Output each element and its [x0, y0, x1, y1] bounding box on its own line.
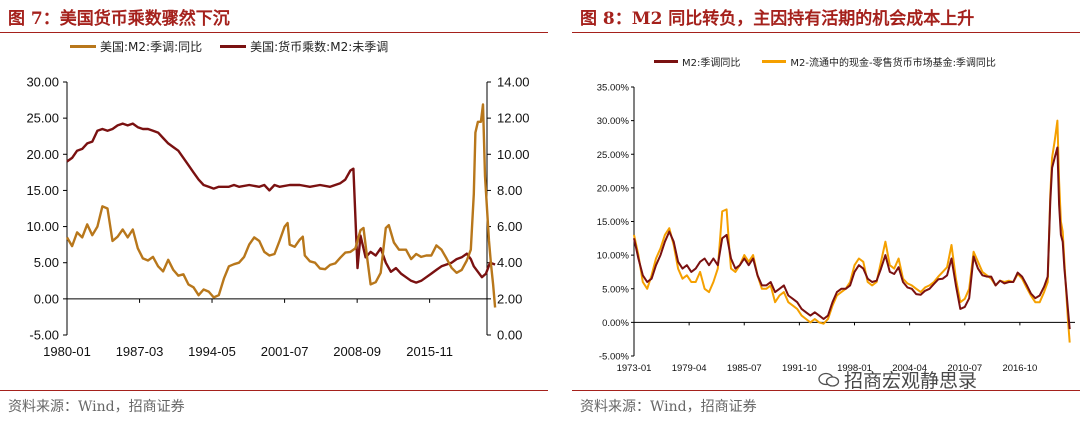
figure-8-chart: -5.00% 0.00% 5.00% 10.00% 15.00% 20.00% 25.00%…: [597, 83, 1075, 374]
legend-label-m2-sa-yoy: M2:季调同比: [682, 58, 741, 69]
x-tick-label: 2015-11: [406, 344, 453, 359]
figure-8-source-rule: [572, 390, 1080, 391]
legend-label-m2-ex-cash-mmf: M2-流通中的现金-零售货币市场基金:季调同比: [790, 58, 996, 69]
x-tick-label: 2010-07: [947, 363, 982, 374]
y-right-tick-label: 2.00: [497, 291, 522, 306]
y-right-tick-label: 0.00: [497, 328, 522, 343]
x-tick-label: 1985-07: [727, 363, 762, 374]
legend-swatch-money-multiplier: [220, 45, 247, 48]
figure-8-panel: 图 8：M2 同比转负，主因持有活期的机会成本上升 M2:季调同比 M2-流通中…: [572, 0, 1080, 433]
y-left-tick-label: 5.00: [34, 255, 59, 270]
legend-item-money-multiplier: 美国:货币乘数:M2:未季调: [220, 38, 388, 55]
wechat-icon: [818, 372, 840, 388]
y-left-tick-label: 10.00: [26, 219, 59, 234]
y-right-tick-label: 6.00: [497, 219, 522, 234]
figure-7-source-rule: [0, 390, 548, 391]
y-tick-label: 10.00%: [597, 251, 630, 262]
y-left-tick-label: 30.00: [26, 75, 59, 90]
figure-8-legend: M2:季调同比 M2-流通中的现金-零售货币市场基金:季调同比: [654, 54, 996, 69]
y-tick-label: 25.00%: [597, 150, 630, 161]
y-tick-label: 5.00%: [602, 284, 629, 295]
legend-label-money-multiplier: 美国:货币乘数:M2:未季调: [250, 40, 389, 54]
x-tick-label: 1973-01: [617, 363, 652, 374]
figure-8-source: 资料来源：Wind，招商证券: [580, 399, 757, 415]
x-tick-label: 1994-05: [188, 344, 236, 359]
y-left-tick-label: 25.00: [26, 111, 59, 126]
legend-swatch-m2-yoy: [70, 45, 96, 48]
legend-item-m2-yoy: 美国:M2:季调:同比: [70, 38, 202, 55]
figure-7-legend: 美国:M2:季调:同比 美国:货币乘数:M2:未季调: [70, 38, 388, 55]
series-line-m2-ex-cash-mmf: [633, 119, 1071, 343]
y-tick-label: 30.00%: [597, 116, 630, 127]
y-left-tick-label: 0.00: [34, 291, 59, 306]
y-left-tick-label: -5.00: [29, 328, 59, 343]
y-right-tick-label: 4.00: [497, 255, 522, 270]
figure-7-title-rule: [0, 32, 548, 33]
y-right-tick-label: 8.00: [497, 183, 522, 198]
figure-7-panel: 图 7：美国货币乘数骤然下沉 美国:M2:季调:同比 美国:货币乘数:M2:未季…: [0, 9, 548, 415]
y-right-tick-label: 12.00: [497, 111, 530, 126]
y-tick-label: -5.00%: [599, 352, 630, 363]
y-left-tick-label: 15.00: [26, 183, 59, 198]
figure-7-source: 资料来源：Wind，招商证券: [8, 399, 185, 415]
x-tick-label: 1987-03: [116, 344, 164, 359]
watermark: 招商宏观静思录: [818, 366, 977, 393]
x-tick-label: 2008-09: [333, 344, 381, 359]
series-line-money-multiplier: [66, 122, 496, 284]
x-tick-label: 1991-10: [782, 363, 817, 374]
x-tick-label: 1998-01: [837, 363, 872, 374]
y-left-tick-label: 20.00: [26, 147, 59, 162]
legend-item-m2-ex-cash-mmf: M2-流通中的现金-零售货币市场基金:季调同比: [762, 54, 996, 69]
y-tick-label: 20.00%: [597, 183, 630, 194]
x-tick-label: 2004-04: [892, 363, 927, 374]
y-tick-label: 35.00%: [597, 83, 630, 94]
series-line-m2-yoy: [65, 103, 497, 308]
y-right-tick-label: 14.00: [497, 75, 530, 90]
legend-item-m2-sa-yoy: M2:季调同比: [654, 54, 740, 69]
legend-swatch-m2-sa-yoy: [654, 60, 678, 63]
watermark-text: 招商宏观静思录: [844, 370, 978, 392]
x-tick-label: 2016-10: [1002, 363, 1037, 374]
figure-7-chart: -5.00 0.00 5.00 10.00 15.00 20.00 25.00 30.00 0.…: [26, 75, 530, 360]
figure-7-title: 图 7：美国货币乘数骤然下沉: [8, 9, 230, 29]
x-tick-label: 1979-04: [672, 363, 707, 374]
figure-8-title-rule: [572, 32, 1080, 33]
figure-8-title: 图 8：M2 同比转负，主因持有活期的机会成本上升: [580, 9, 975, 29]
y-tick-label: 0.00%: [602, 318, 629, 329]
y-tick-label: 15.00%: [597, 217, 630, 228]
legend-swatch-m2-ex-cash-mmf: [762, 60, 787, 63]
x-tick-label: 2001-07: [261, 344, 309, 359]
x-tick-label: 1980-01: [43, 344, 91, 359]
legend-label-m2-yoy: 美国:M2:季调:同比: [100, 40, 203, 54]
y-right-tick-label: 10.00: [497, 147, 530, 162]
series-line-m2-sa-yoy: [633, 146, 1071, 330]
